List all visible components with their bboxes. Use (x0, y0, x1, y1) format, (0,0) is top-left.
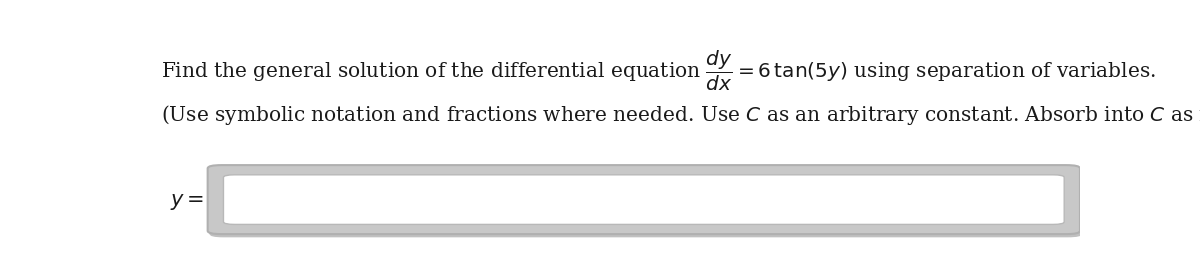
FancyBboxPatch shape (208, 165, 1080, 234)
FancyBboxPatch shape (223, 175, 1064, 224)
Text: Find the general solution of the differential equation $\dfrac{dy}{dx} = 6\,\tan: Find the general solution of the differe… (161, 49, 1156, 93)
Text: $y =$: $y =$ (169, 192, 204, 212)
Text: (Use symbolic notation and fractions where needed. Use $C$ as an arbitrary const: (Use symbolic notation and fractions whe… (161, 102, 1200, 127)
FancyBboxPatch shape (210, 168, 1082, 237)
